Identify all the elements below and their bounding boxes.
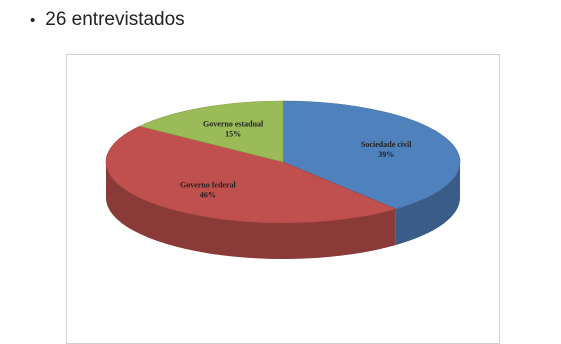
pie-slice-1 (105, 125, 397, 224)
slice-value-2: 15% (225, 129, 241, 138)
slice-label-0: Sociedade civil (361, 140, 412, 149)
pie-side-0 (395, 162, 460, 246)
pie-side-walls (106, 162, 460, 259)
bullet-line: • 26 entrevistados (30, 9, 185, 31)
bullet-marker: • (30, 11, 36, 29)
chart-frame: Sociedade civil 39% Governo federal 46% Gove… (66, 54, 500, 344)
pie-slice-2 (138, 100, 284, 163)
slice-value-0: 39% (378, 150, 394, 159)
slice-value-1: 46% (200, 191, 216, 200)
slice-label-2: Governo estadual (203, 119, 264, 128)
interviewees-count-text: 26 entrevistados (45, 9, 185, 30)
pie-side-1 (106, 162, 396, 259)
pie-slice-0 (282, 100, 461, 210)
slice-label-1: Governo federal (180, 181, 237, 190)
